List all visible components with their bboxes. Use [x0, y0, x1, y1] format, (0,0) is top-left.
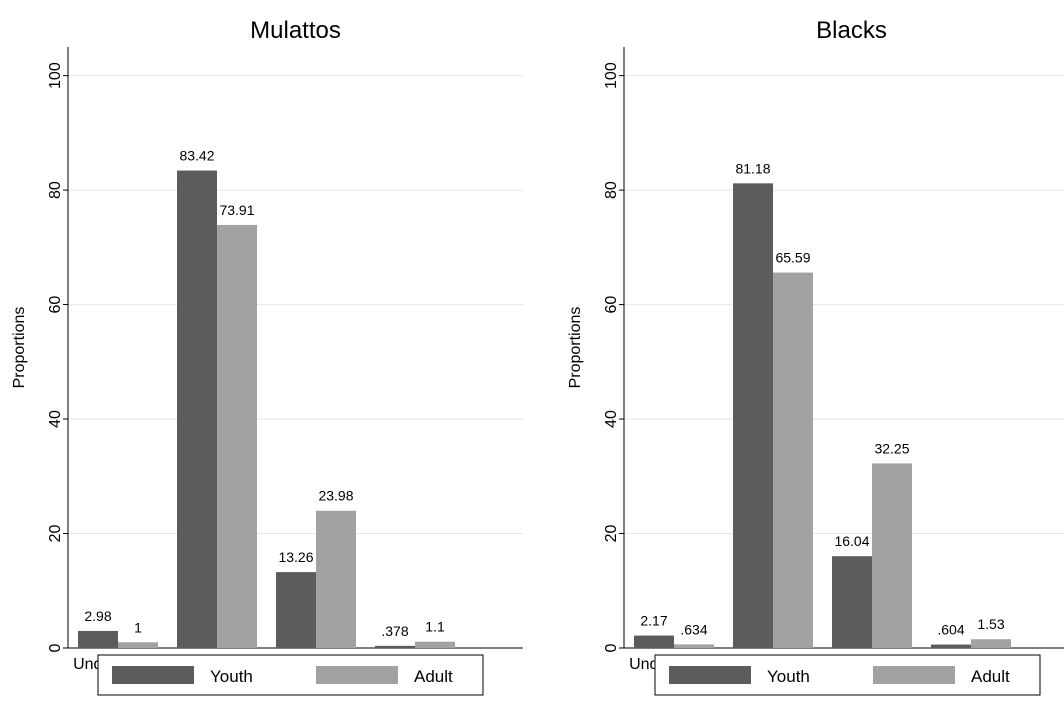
bar-youth-normal	[733, 183, 773, 649]
data-label: 65.59	[775, 250, 810, 266]
y-tick-label: 100	[603, 62, 620, 89]
y-tick-label: 40	[603, 410, 620, 428]
bar-adult-underweight	[674, 644, 714, 648]
legend-label: Adult	[414, 667, 453, 686]
y-tick-label: 80	[47, 181, 64, 199]
bar-youth-underweight	[634, 635, 674, 648]
data-label: 32.25	[874, 440, 909, 456]
bar-youth-overweight	[276, 572, 316, 648]
bar-youth-obese	[375, 645, 415, 648]
data-label: 81.18	[735, 160, 770, 176]
data-label: 1.1	[425, 619, 445, 635]
y-tick-label: 100	[47, 62, 64, 89]
data-label: .378	[381, 623, 408, 639]
data-label: 13.26	[278, 549, 313, 565]
data-label: .634	[680, 621, 707, 637]
bar-adult-underweight	[118, 642, 158, 648]
bar-youth-normal	[177, 170, 217, 648]
y-tick-label: 60	[47, 296, 64, 314]
bar-youth-obese	[931, 644, 971, 648]
legend-label: Youth	[210, 667, 253, 686]
y-tick-label: 80	[603, 181, 620, 199]
legend-box	[654, 654, 1041, 696]
bar-youth-underweight	[78, 630, 118, 648]
y-axis-title: Proportions	[567, 307, 584, 389]
data-label: 2.98	[84, 608, 111, 624]
data-label: 1	[134, 619, 142, 635]
data-label: 2.17	[640, 613, 667, 629]
legend-label: Adult	[971, 667, 1010, 686]
legend-swatch-youth	[669, 666, 751, 684]
y-axis-title: Proportions	[11, 307, 28, 389]
y-tick-label: 20	[47, 525, 64, 543]
chart-title: Mulattos	[250, 17, 341, 44]
bar-youth-overweight	[832, 556, 872, 648]
y-tick-label: 60	[603, 296, 620, 314]
y-tick-label: 0	[603, 643, 620, 652]
bar-adult-overweight	[316, 510, 356, 648]
data-label: 73.91	[219, 202, 254, 218]
bar-adult-obese	[971, 639, 1011, 648]
bar-adult-normal	[773, 272, 813, 648]
legend-swatch-youth	[112, 666, 194, 684]
data-label: 23.98	[318, 488, 353, 504]
legend-swatch-adult	[316, 666, 398, 684]
y-tick-label: 0	[47, 643, 64, 652]
bar-adult-overweight	[872, 463, 912, 648]
y-tick-label: 20	[603, 525, 620, 543]
data-label: 16.04	[834, 533, 869, 549]
data-label: 83.42	[179, 148, 214, 164]
y-tick-label: 40	[47, 410, 64, 428]
legend-swatch-adult	[873, 666, 955, 684]
legend-label: Youth	[767, 667, 810, 686]
data-label: .604	[937, 622, 964, 638]
data-label: 1.53	[977, 616, 1004, 632]
chart-title: Blacks	[816, 17, 887, 44]
bar-adult-normal	[217, 224, 257, 648]
bar-adult-obese	[415, 641, 455, 648]
